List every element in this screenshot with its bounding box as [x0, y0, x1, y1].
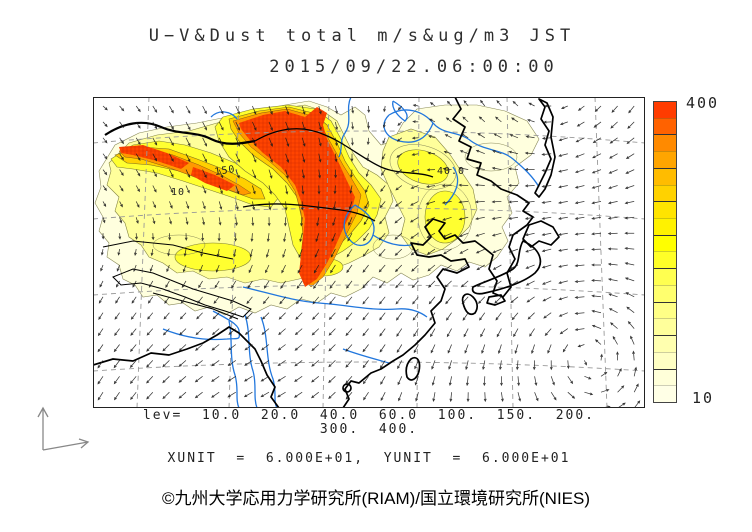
political-borders: [102, 121, 434, 320]
colorbar-segment: [654, 268, 676, 285]
colorbar-segment: [654, 151, 676, 168]
colorbar-max-label: 400: [686, 94, 720, 112]
colorbar-segment: [654, 167, 676, 185]
colorbar-segment: [654, 385, 676, 402]
dust-patch-ne-2: [424, 190, 466, 244]
colorbar-segment: [654, 284, 676, 302]
dust-map-svg: 150 40.0 10: [93, 97, 645, 408]
contour-ring-4: [389, 144, 457, 190]
vector-scale-arrows: [37, 406, 90, 451]
figure-datetime: 2015/09/22.06:00:00: [269, 57, 559, 77]
rivers: [162, 97, 540, 408]
x-scale-arrow: [42, 441, 89, 451]
colorbar-segment: [654, 301, 676, 319]
colorbar-segment: [654, 368, 676, 386]
contour-label-150: 150: [214, 164, 236, 178]
vector-units-line: XUNIT = 6.000E+01, YUNIT = 6.000E+01: [167, 451, 571, 466]
figure-title: U−V&Dust total m/s&ug/m3 JST: [148, 26, 576, 46]
dust-patch-south-1: [174, 242, 252, 272]
contour-levels-line2: 300. 400.: [319, 422, 419, 437]
colorbar-segment: [654, 134, 676, 152]
colorbar-segment: [654, 234, 676, 252]
dust-core-nw-1: [119, 145, 189, 169]
colorbar: [653, 101, 677, 403]
dust-core-nw-2: [191, 167, 235, 191]
contour-label-10: 10: [171, 187, 185, 198]
colorbar-segment: [654, 335, 676, 352]
map-canvas: 150 40.0 10: [93, 97, 645, 408]
wind-vector-field: [97, 99, 641, 408]
colorbar-segment: [654, 201, 676, 219]
colorbar-segment: [654, 218, 676, 235]
copyright-text: ©九州大学応用力学研究所(RIAM)/国立環境研究所(NIES): [161, 489, 591, 508]
map-frame: [93, 97, 645, 408]
contour-label-40: 40.0: [437, 166, 465, 177]
coastlines: [93, 97, 560, 408]
colorbar-segment: [654, 251, 676, 269]
contour-ring-1: [464, 142, 518, 172]
wind-arrows: [97, 99, 641, 408]
colorbar-segment: [654, 184, 676, 202]
contour-ring-3: [152, 234, 206, 256]
colorbar-min-label: 10: [692, 389, 715, 407]
colorbar-segment: [654, 102, 676, 118]
colorbar-segment: [654, 351, 676, 369]
colorbar-segment: [654, 117, 676, 135]
contour-levels-line1: lev= 10.0 20.0 40.0 60.0 100. 150. 200.: [142, 408, 596, 423]
colorbar-segment: [654, 318, 676, 336]
